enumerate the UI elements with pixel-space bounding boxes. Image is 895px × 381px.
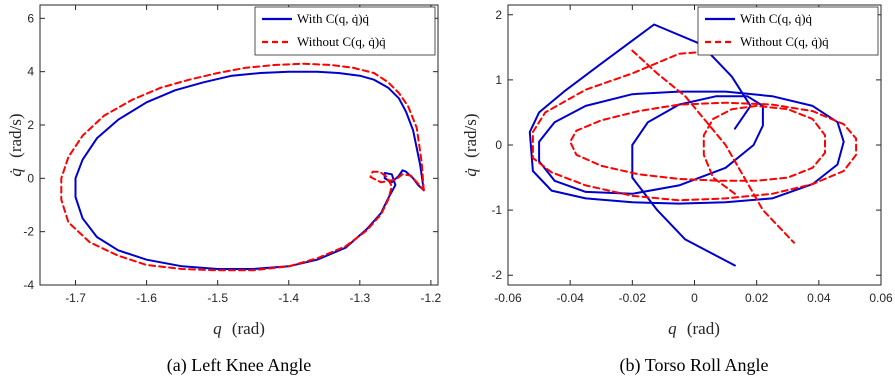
series-line-without-coriolis-1	[531, 49, 858, 202]
x-ticks-a: -1.7 -1.6 -1.5 -1.4 -1.3 -1.2	[65, 5, 442, 305]
y-tick-label: -4	[23, 278, 34, 292]
x-axis-unit-b: (rad)	[687, 319, 720, 338]
series-line-without-coriolis-1	[60, 62, 425, 272]
y-tick-label: 0	[495, 138, 502, 152]
y-axis-unit-b: (rad/s)	[461, 113, 480, 157]
y-ticks-a: -4 -2 0 2 4 6	[23, 11, 438, 292]
x-tick-label: -1.6	[136, 291, 157, 305]
y-tick-label: 6	[27, 11, 34, 25]
x-tick-label: -1.7	[65, 291, 86, 305]
x-tick-label: 0	[691, 291, 698, 305]
x-ticks-b: -0.06 -0.04 -0.02 0 0.02 0.04 0.06	[494, 5, 893, 305]
x-axis-var-a: q	[213, 319, 222, 338]
x-axis-label-b: q (rad)	[668, 319, 720, 338]
y-tick-label: -2	[23, 225, 34, 239]
legend-box-b	[697, 6, 879, 56]
legend-label-with-b: With C(q, q̇)q̇	[740, 11, 813, 26]
x-axis-label-a: q (rad)	[213, 319, 265, 338]
x-tick-label: 0.02	[745, 291, 769, 305]
legend-b: With C(q, q̇)q̇ Without C(q, q̇)q̇	[697, 6, 879, 56]
x-tick-label: -1.3	[349, 291, 370, 305]
y-tick-label: 0	[27, 171, 34, 185]
x-tick-label: -0.02	[619, 291, 647, 305]
y-axis-label-b: q̇ (rad/s)	[461, 113, 480, 176]
y-axis-unit-a: (rad/s)	[6, 113, 25, 157]
legend-label-with-a: With C(q, q̇)q̇	[297, 11, 370, 26]
series-line-with-coriolis-0	[528, 23, 845, 267]
torso-roll-angle-chart: -2 -1 0 1 2 -0.06 -0.04 -0.02 0 0.02 0.04 0.06 q (…	[461, 4, 893, 376]
y-tick-label: -2	[491, 268, 502, 282]
caption-a: (a) Left Knee Angle	[167, 355, 311, 376]
legend-box-a	[254, 6, 436, 56]
y-axis-var-b: q̇	[461, 168, 480, 177]
x-axis-var-b: q	[668, 319, 677, 338]
y-tick-label: 2	[27, 118, 34, 132]
legend-a: With C(q, q̇)q̇ Without C(q, q̇)q̇	[254, 6, 436, 56]
caption-b: (b) Torso Roll Angle	[620, 355, 769, 376]
y-tick-label: -1	[491, 203, 502, 217]
legend-label-without-b: Without C(q, q̇)q̇	[740, 34, 829, 49]
y-tick-label: 4	[27, 65, 34, 79]
series-line-without-coriolis-2	[631, 49, 795, 244]
x-tick-label: -1.4	[278, 291, 299, 305]
legend-label-without-a: Without C(q, q̇)q̇	[297, 34, 386, 49]
x-tick-label: -0.06	[494, 291, 522, 305]
y-axis-var-a: q̇	[6, 168, 25, 177]
y-tick-label: 2	[495, 8, 502, 22]
series-a	[60, 62, 425, 272]
x-tick-label: -0.04	[556, 291, 584, 305]
x-tick-label: 0.04	[807, 291, 831, 305]
y-tick-label: 1	[495, 73, 502, 87]
series-b	[528, 23, 858, 267]
x-axis-unit-a: (rad)	[232, 319, 265, 338]
y-axis-label-a: q̇ (rad/s)	[6, 113, 25, 176]
x-tick-label: -1.2	[421, 291, 442, 305]
x-tick-label: -1.5	[207, 291, 228, 305]
x-tick-label: 0.06	[869, 291, 893, 305]
left-knee-angle-chart: -4 -2 0 2 4 6 -1.7 -1.6 -1.5 -1.4 -1.3 -1.2 q (rad…	[6, 4, 442, 376]
